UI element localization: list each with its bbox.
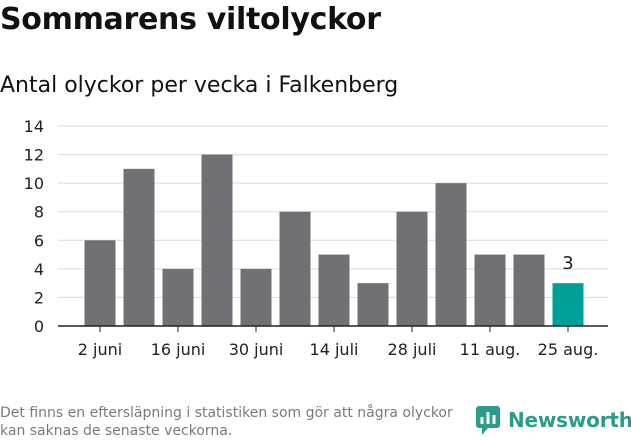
bar: [396, 211, 428, 326]
y-tick-label: 12: [24, 146, 44, 165]
y-tick-label: 0: [34, 317, 44, 336]
x-tick-label: 16 juni: [151, 340, 206, 359]
y-tick-label: 10: [24, 174, 44, 193]
chart-subtitle: Antal olyckor per vecka i Falkenberg: [0, 73, 399, 98]
bars: [84, 154, 584, 326]
bar: [357, 283, 389, 326]
footnote: Det finns en eftersläpning i statistiken…: [0, 405, 453, 439]
x-tick-label: 30 juni: [229, 340, 284, 359]
bar: [123, 168, 155, 326]
bar: [240, 268, 272, 326]
bar: [513, 254, 545, 326]
x-tick-labels: 2 juni 16 juni 30 juni 14 juli 28 juli 11 aug…: [78, 326, 599, 359]
brand-logo[interactable]: Newsworthy: [476, 406, 631, 438]
bar: [552, 283, 584, 326]
bar: [435, 183, 467, 326]
x-tick-label: 28 juli: [388, 340, 437, 359]
x-tick-label: 25 aug.: [538, 340, 599, 359]
y-tick-labels: 0 2 4 6 8 10 12 14: [24, 117, 44, 336]
x-tick-label: 2 juni: [78, 340, 122, 359]
bar: [318, 254, 350, 326]
x-tick-label: 14 juli: [310, 340, 359, 359]
y-tick-label: 8: [34, 203, 44, 222]
data-label: 3: [562, 253, 573, 274]
chart-title: Sommarens viltolyckor: [0, 2, 381, 37]
bar: [201, 154, 233, 326]
y-tick-label: 2: [34, 288, 44, 307]
newsworthy-logo-icon: [476, 406, 500, 435]
bar: [279, 211, 311, 326]
bar: [474, 254, 506, 326]
y-tick-label: 4: [34, 260, 44, 279]
y-tick-label: 14: [24, 117, 44, 136]
x-tick-label: 11 aug.: [460, 340, 521, 359]
bar: [162, 268, 194, 326]
y-tick-label: 6: [34, 231, 44, 250]
data-labels: 3: [562, 253, 573, 274]
bar: [84, 240, 116, 326]
brand-name: Newsworthy: [508, 408, 631, 432]
